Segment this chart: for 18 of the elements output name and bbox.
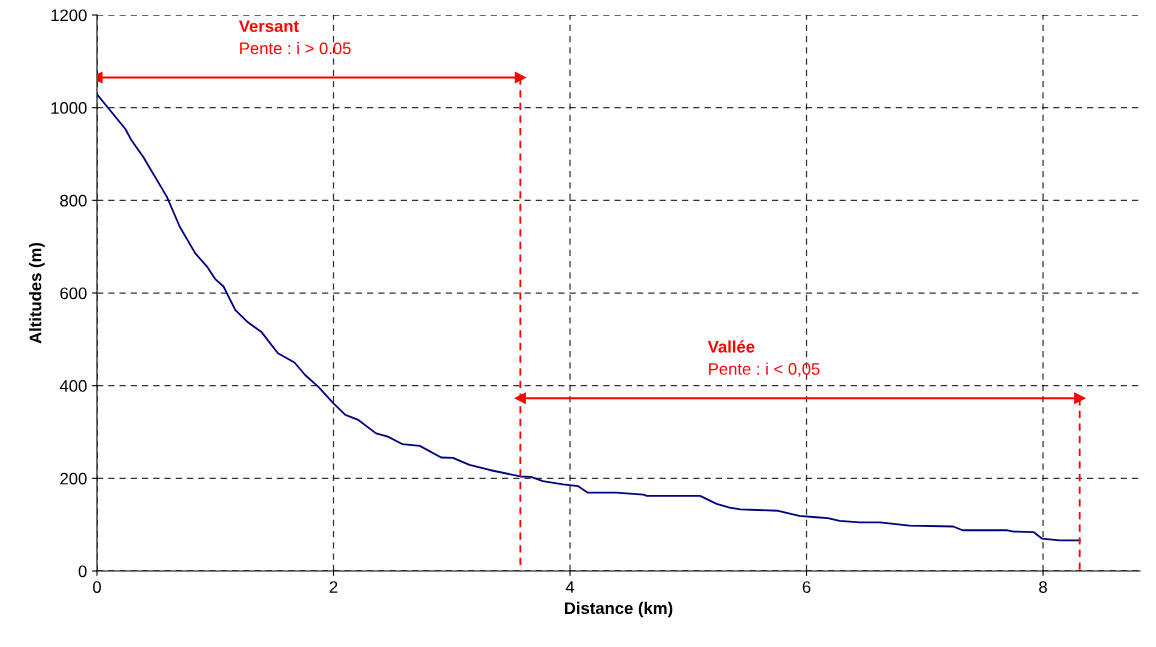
y-tick-label: 800 bbox=[60, 194, 87, 207]
y-tick-label: 400 bbox=[59, 380, 87, 392]
x-axis-title: Distance (km) bbox=[564, 601, 673, 618]
annotation: Pente : i > 0.05 bbox=[240, 42, 351, 55]
x-tick-label: 2 bbox=[329, 581, 338, 593]
x-tick-label: 6 bbox=[802, 581, 811, 593]
annotation: Versant bbox=[238, 20, 299, 33]
y-tick-label: 1000 bbox=[51, 102, 87, 114]
annotation: Vallée bbox=[707, 340, 755, 353]
y-tick-label: 200 bbox=[60, 472, 87, 485]
annotation: Pente : i < 0,05 bbox=[709, 362, 820, 377]
y-tick-label: 1200 bbox=[51, 9, 87, 22]
y-axis-title: Altitudes (m) bbox=[29, 242, 45, 344]
x-tick-label: 4 bbox=[565, 581, 575, 593]
x-tick-label: 8 bbox=[1039, 581, 1047, 593]
x-tick-label: 0 bbox=[93, 581, 101, 593]
y-tick-label: 0 bbox=[78, 565, 87, 578]
y-tick-label: 600 bbox=[60, 287, 87, 300]
